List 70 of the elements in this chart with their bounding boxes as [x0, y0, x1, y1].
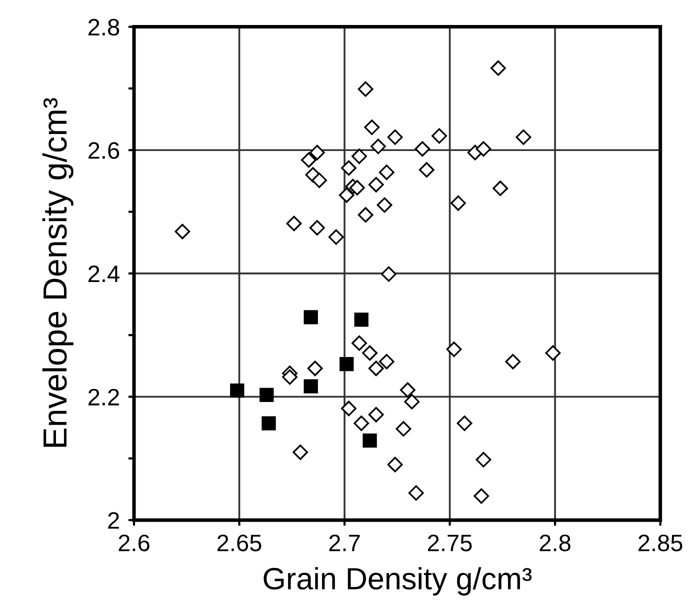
point	[408, 485, 424, 501]
point	[358, 207, 374, 223]
point	[378, 164, 394, 180]
point	[404, 394, 420, 410]
point	[309, 220, 325, 236]
point	[341, 400, 356, 416]
point	[400, 382, 416, 398]
point	[362, 433, 377, 448]
x-tick-label: 2.6	[118, 534, 150, 552]
point	[474, 488, 490, 504]
point	[262, 416, 276, 430]
point	[396, 421, 412, 437]
y-tick-label: 2.6	[88, 142, 120, 159]
point	[368, 176, 384, 192]
point	[516, 129, 532, 145]
point	[260, 388, 274, 402]
point	[414, 141, 430, 157]
x-tick-label: 2.75	[428, 534, 472, 552]
point	[492, 180, 508, 196]
point	[387, 129, 403, 145]
point	[309, 144, 325, 160]
point	[418, 162, 434, 178]
point	[358, 81, 374, 97]
x-tick-label: 2.8	[540, 534, 570, 552]
point	[490, 60, 506, 76]
point	[381, 266, 396, 282]
point	[387, 456, 403, 472]
point	[304, 310, 318, 324]
point	[376, 197, 392, 213]
point	[370, 138, 386, 154]
point	[368, 360, 384, 376]
point	[352, 148, 367, 164]
point	[450, 195, 466, 211]
x-tick-label: 2.65	[217, 534, 262, 552]
y-tick-label: 2.4	[88, 266, 120, 282]
point	[545, 345, 561, 361]
point	[301, 152, 316, 168]
point	[312, 172, 327, 188]
point	[378, 354, 394, 370]
x-tick-label: 2.7	[329, 534, 360, 552]
point	[476, 452, 492, 468]
point	[352, 335, 367, 351]
point	[341, 160, 356, 176]
x-axis-title: Grain Density g/cm³	[264, 567, 532, 596]
point	[368, 406, 384, 422]
point	[505, 354, 521, 370]
point	[476, 141, 492, 157]
point	[364, 120, 380, 136]
point	[456, 416, 472, 431]
point	[349, 180, 365, 196]
point	[362, 345, 378, 361]
point	[354, 312, 368, 327]
y-tick-label: 2.8	[88, 18, 120, 36]
point	[340, 357, 354, 372]
point	[354, 416, 370, 431]
y-tick-label: 2.2	[88, 388, 119, 406]
x-tick-label: 2.85	[638, 534, 682, 552]
point	[304, 379, 318, 394]
y-axis-title: Envelope Density g/cm³	[42, 98, 74, 447]
point	[282, 369, 298, 385]
y-tick-label: 2	[108, 512, 119, 529]
point	[292, 444, 308, 460]
point	[286, 216, 302, 232]
point	[307, 360, 323, 376]
point	[432, 128, 447, 144]
point	[446, 342, 462, 357]
point	[328, 229, 344, 245]
point	[174, 224, 190, 240]
point	[338, 187, 354, 203]
point	[230, 384, 244, 398]
